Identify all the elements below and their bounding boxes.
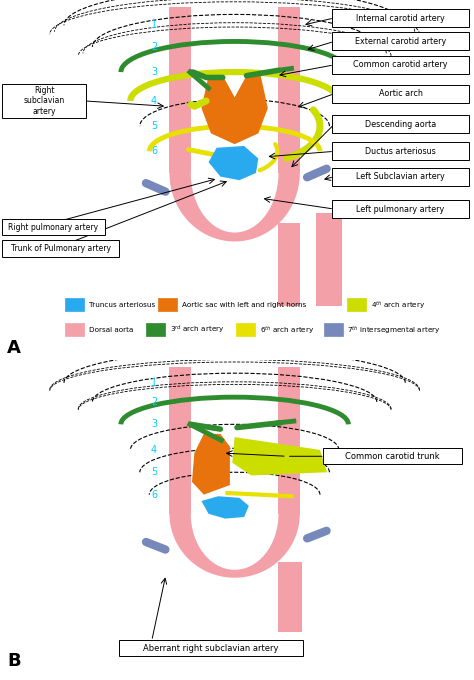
Bar xyxy=(158,298,177,311)
Text: Right pulmonary artery: Right pulmonary artery xyxy=(9,222,99,232)
Bar xyxy=(278,562,302,632)
Text: 4$^{th}$ arch artery: 4$^{th}$ arch artery xyxy=(371,299,426,311)
Text: Descending aorta: Descending aorta xyxy=(365,120,436,129)
Text: 3: 3 xyxy=(151,67,157,77)
FancyBboxPatch shape xyxy=(2,241,119,257)
Text: Internal carotid artery: Internal carotid artery xyxy=(356,14,445,22)
Text: Right
subclavian
artery: Right subclavian artery xyxy=(23,86,65,116)
FancyBboxPatch shape xyxy=(2,84,86,118)
Bar xyxy=(278,224,300,306)
Polygon shape xyxy=(192,434,230,494)
Text: 3: 3 xyxy=(151,420,157,429)
Text: Aberrant right subclavian artery: Aberrant right subclavian artery xyxy=(143,643,279,653)
Bar xyxy=(279,367,300,514)
Text: Trunk of Pulmonary artery: Trunk of Pulmonary artery xyxy=(11,244,110,253)
FancyArrowPatch shape xyxy=(307,531,327,539)
FancyBboxPatch shape xyxy=(332,116,469,133)
FancyBboxPatch shape xyxy=(323,448,462,464)
Bar xyxy=(170,367,191,514)
Text: Common carotid artery: Common carotid artery xyxy=(353,61,448,69)
FancyBboxPatch shape xyxy=(332,85,469,103)
Bar xyxy=(324,323,343,336)
FancyBboxPatch shape xyxy=(332,167,469,186)
Polygon shape xyxy=(209,146,258,180)
Bar xyxy=(146,323,165,336)
Text: 3$^{rd}$ arch artery: 3$^{rd}$ arch artery xyxy=(170,324,224,336)
Bar xyxy=(279,7,300,173)
Text: 2: 2 xyxy=(151,42,157,52)
Text: Truncus arteriosus: Truncus arteriosus xyxy=(89,301,155,307)
Text: 2: 2 xyxy=(151,397,157,407)
Text: Ductus arteriosus: Ductus arteriosus xyxy=(365,147,436,156)
FancyBboxPatch shape xyxy=(332,56,469,74)
FancyArrowPatch shape xyxy=(146,183,165,192)
FancyArrowPatch shape xyxy=(146,542,165,549)
Text: Dorsal aorta: Dorsal aorta xyxy=(89,327,134,333)
Text: Common carotid trunk: Common carotid trunk xyxy=(345,452,439,461)
Text: Aortic sac with left and right horns: Aortic sac with left and right horns xyxy=(182,301,306,307)
Text: 6: 6 xyxy=(151,146,157,156)
Text: A: A xyxy=(7,339,21,357)
FancyBboxPatch shape xyxy=(119,640,303,656)
Polygon shape xyxy=(169,173,300,241)
Bar xyxy=(317,213,343,306)
Text: External carotid artery: External carotid artery xyxy=(355,37,446,46)
Text: 6$^{th}$ arch artery: 6$^{th}$ arch artery xyxy=(260,324,314,336)
Text: 5: 5 xyxy=(151,467,157,477)
FancyBboxPatch shape xyxy=(332,142,469,160)
Bar xyxy=(170,7,191,173)
Bar xyxy=(65,323,84,336)
Text: 1: 1 xyxy=(151,20,157,30)
Text: Left pulmonary artery: Left pulmonary artery xyxy=(356,205,445,214)
Text: Left Subclavian artery: Left Subclavian artery xyxy=(356,172,445,181)
FancyBboxPatch shape xyxy=(332,9,469,27)
Bar xyxy=(236,323,255,336)
Text: 7$^{th}$ intersegmental artery: 7$^{th}$ intersegmental artery xyxy=(347,324,441,336)
Text: 6: 6 xyxy=(151,490,157,500)
Text: 5: 5 xyxy=(151,121,157,131)
FancyBboxPatch shape xyxy=(2,219,105,235)
Bar xyxy=(65,298,84,311)
Text: 4: 4 xyxy=(151,445,157,455)
Polygon shape xyxy=(232,437,327,475)
Text: 4: 4 xyxy=(151,96,157,106)
Text: Aortic arch: Aortic arch xyxy=(379,89,422,98)
Polygon shape xyxy=(201,75,268,144)
FancyBboxPatch shape xyxy=(332,200,469,218)
Polygon shape xyxy=(169,514,300,578)
Text: 1: 1 xyxy=(151,378,157,388)
Polygon shape xyxy=(201,496,249,519)
FancyBboxPatch shape xyxy=(332,33,469,50)
Bar xyxy=(347,298,366,311)
Text: B: B xyxy=(7,652,21,670)
FancyArrowPatch shape xyxy=(307,169,327,177)
